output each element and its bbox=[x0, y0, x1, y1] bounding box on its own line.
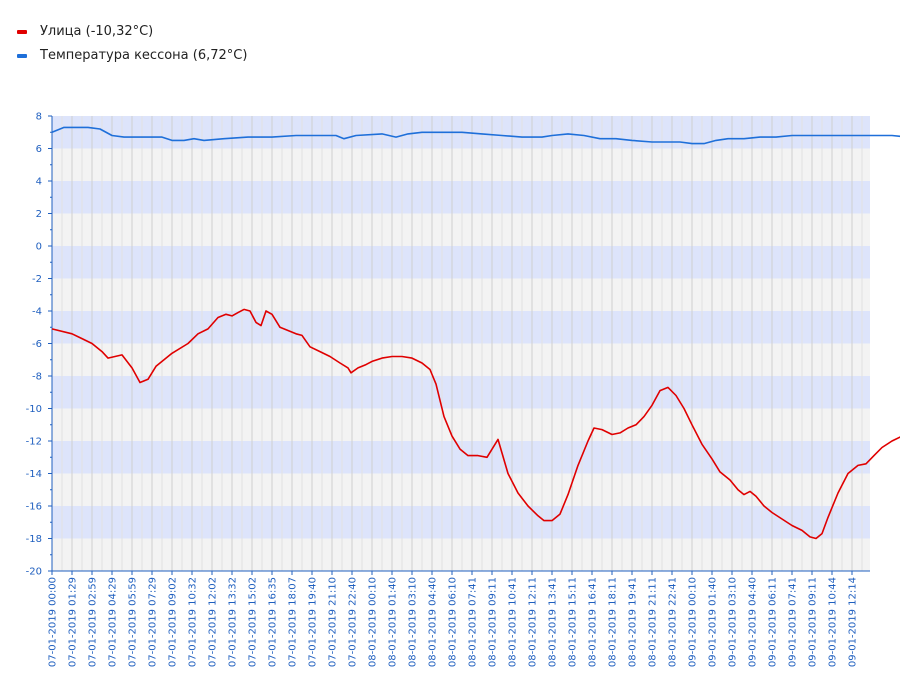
x-tick-label: 07-01-2019 00:00 bbox=[48, 577, 59, 667]
legend-item-caisson: Температура кессона (6,72°C) bbox=[17, 48, 247, 72]
legend-swatch-outdoor bbox=[17, 30, 27, 34]
y-tick-label: -8 bbox=[32, 372, 42, 383]
y-tick-label: -14 bbox=[26, 469, 42, 480]
plot-band bbox=[52, 538, 870, 571]
plot-band bbox=[52, 246, 870, 279]
y-tick-label: -20 bbox=[26, 567, 42, 578]
y-tick-label: 4 bbox=[36, 177, 42, 188]
x-tick-label: 08-01-2019 07:41 bbox=[468, 577, 479, 667]
plot-band bbox=[52, 213, 870, 246]
series-line-caisson bbox=[51, 126, 900, 145]
legend-item-outdoor: Улица (-10,32°C) bbox=[17, 24, 247, 48]
x-tick-label: 09-01-2019 00:10 bbox=[688, 577, 699, 667]
x-tick-label: 08-01-2019 10:41 bbox=[508, 577, 519, 667]
x-tick-label: 09-01-2019 09:11 bbox=[808, 577, 819, 667]
x-tick-label: 08-01-2019 13:41 bbox=[548, 577, 559, 667]
x-tick-label: 08-01-2019 21:11 bbox=[648, 577, 659, 667]
x-tick-label: 08-01-2019 00:10 bbox=[368, 577, 379, 667]
legend-label-caisson: Температура кессона (6,72°C) bbox=[40, 48, 248, 63]
x-tick-label: 09-01-2019 07:41 bbox=[788, 577, 799, 667]
x-tick-label: 08-01-2019 09:11 bbox=[488, 577, 499, 667]
x-tick-label: 08-01-2019 01:40 bbox=[388, 577, 399, 667]
plot-band bbox=[52, 473, 870, 506]
x-tick-label: 07-01-2019 07:29 bbox=[148, 577, 159, 667]
x-tick-label: 07-01-2019 19:40 bbox=[308, 577, 319, 667]
legend-label-outdoor: Улица (-10,32°C) bbox=[40, 24, 154, 39]
y-tick-label: -6 bbox=[32, 339, 42, 350]
x-tick-label: 09-01-2019 10:44 bbox=[828, 577, 839, 667]
y-tick-label: -18 bbox=[26, 534, 42, 545]
plot-band bbox=[52, 441, 870, 474]
y-tick-label: 2 bbox=[36, 209, 42, 220]
x-tick-label: 07-01-2019 10:32 bbox=[188, 577, 199, 667]
x-tick-label: 08-01-2019 12:11 bbox=[528, 577, 539, 667]
x-tick-label: 07-01-2019 18:07 bbox=[288, 577, 299, 667]
x-tick-label: 08-01-2019 19:41 bbox=[628, 577, 639, 667]
x-tick-label: 09-01-2019 12:14 bbox=[848, 577, 859, 667]
x-tick-label: 08-01-2019 15:11 bbox=[568, 577, 579, 667]
x-tick-label: 08-01-2019 22:41 bbox=[668, 577, 679, 667]
y-tick-label: 6 bbox=[36, 144, 42, 155]
x-tick-label: 07-01-2019 13:32 bbox=[228, 577, 239, 667]
x-tick-label: 09-01-2019 01:40 bbox=[708, 577, 719, 667]
x-tick-label: 07-01-2019 21:10 bbox=[328, 577, 339, 667]
legend-swatch-caisson bbox=[17, 54, 27, 58]
x-tick-label: 07-01-2019 12:02 bbox=[208, 577, 219, 667]
plot-band bbox=[52, 408, 870, 441]
x-tick-label: 09-01-2019 04:40 bbox=[748, 577, 759, 667]
plot-band bbox=[52, 506, 870, 539]
x-tick-label: 07-01-2019 09:02 bbox=[168, 577, 179, 667]
plot-band bbox=[52, 311, 870, 344]
x-tick-label: 09-01-2019 06:11 bbox=[768, 577, 779, 667]
plot-band bbox=[52, 148, 870, 181]
plot-band bbox=[52, 278, 870, 311]
y-tick-label: -16 bbox=[26, 502, 42, 513]
legend: Улица (-10,32°C) Температура кессона (6,… bbox=[17, 24, 247, 72]
x-tick-label: 08-01-2019 18:11 bbox=[608, 577, 619, 667]
x-tick-label: 07-01-2019 02:59 bbox=[88, 577, 99, 667]
plot-band bbox=[52, 343, 870, 376]
x-tick-label: 07-01-2019 22:40 bbox=[348, 577, 359, 667]
y-tick-label: -2 bbox=[32, 274, 42, 285]
y-tick-label: -10 bbox=[26, 404, 42, 415]
x-tick-label: 08-01-2019 04:40 bbox=[428, 577, 439, 667]
x-tick-label: 07-01-2019 04:29 bbox=[108, 577, 119, 667]
y-tick-label: 8 bbox=[36, 112, 42, 123]
y-tick-label: -12 bbox=[26, 437, 42, 448]
series-line-outdoor bbox=[51, 308, 900, 540]
x-tick-label: 09-01-2019 03:10 bbox=[728, 577, 739, 667]
x-tick-label: 07-01-2019 01:29 bbox=[68, 577, 79, 667]
y-tick-label: -4 bbox=[32, 307, 42, 318]
y-tick-label: 0 bbox=[36, 242, 42, 253]
x-tick-label: 07-01-2019 16:35 bbox=[268, 577, 279, 667]
x-tick-label: 08-01-2019 06:10 bbox=[448, 577, 459, 667]
x-tick-label: 08-01-2019 16:41 bbox=[588, 577, 599, 667]
x-tick-label: 07-01-2019 05:59 bbox=[128, 577, 139, 667]
plot-band bbox=[52, 376, 870, 409]
x-tick-label: 07-01-2019 15:02 bbox=[248, 577, 259, 667]
x-tick-label: 08-01-2019 03:10 bbox=[408, 577, 419, 667]
plot-band bbox=[52, 181, 870, 214]
